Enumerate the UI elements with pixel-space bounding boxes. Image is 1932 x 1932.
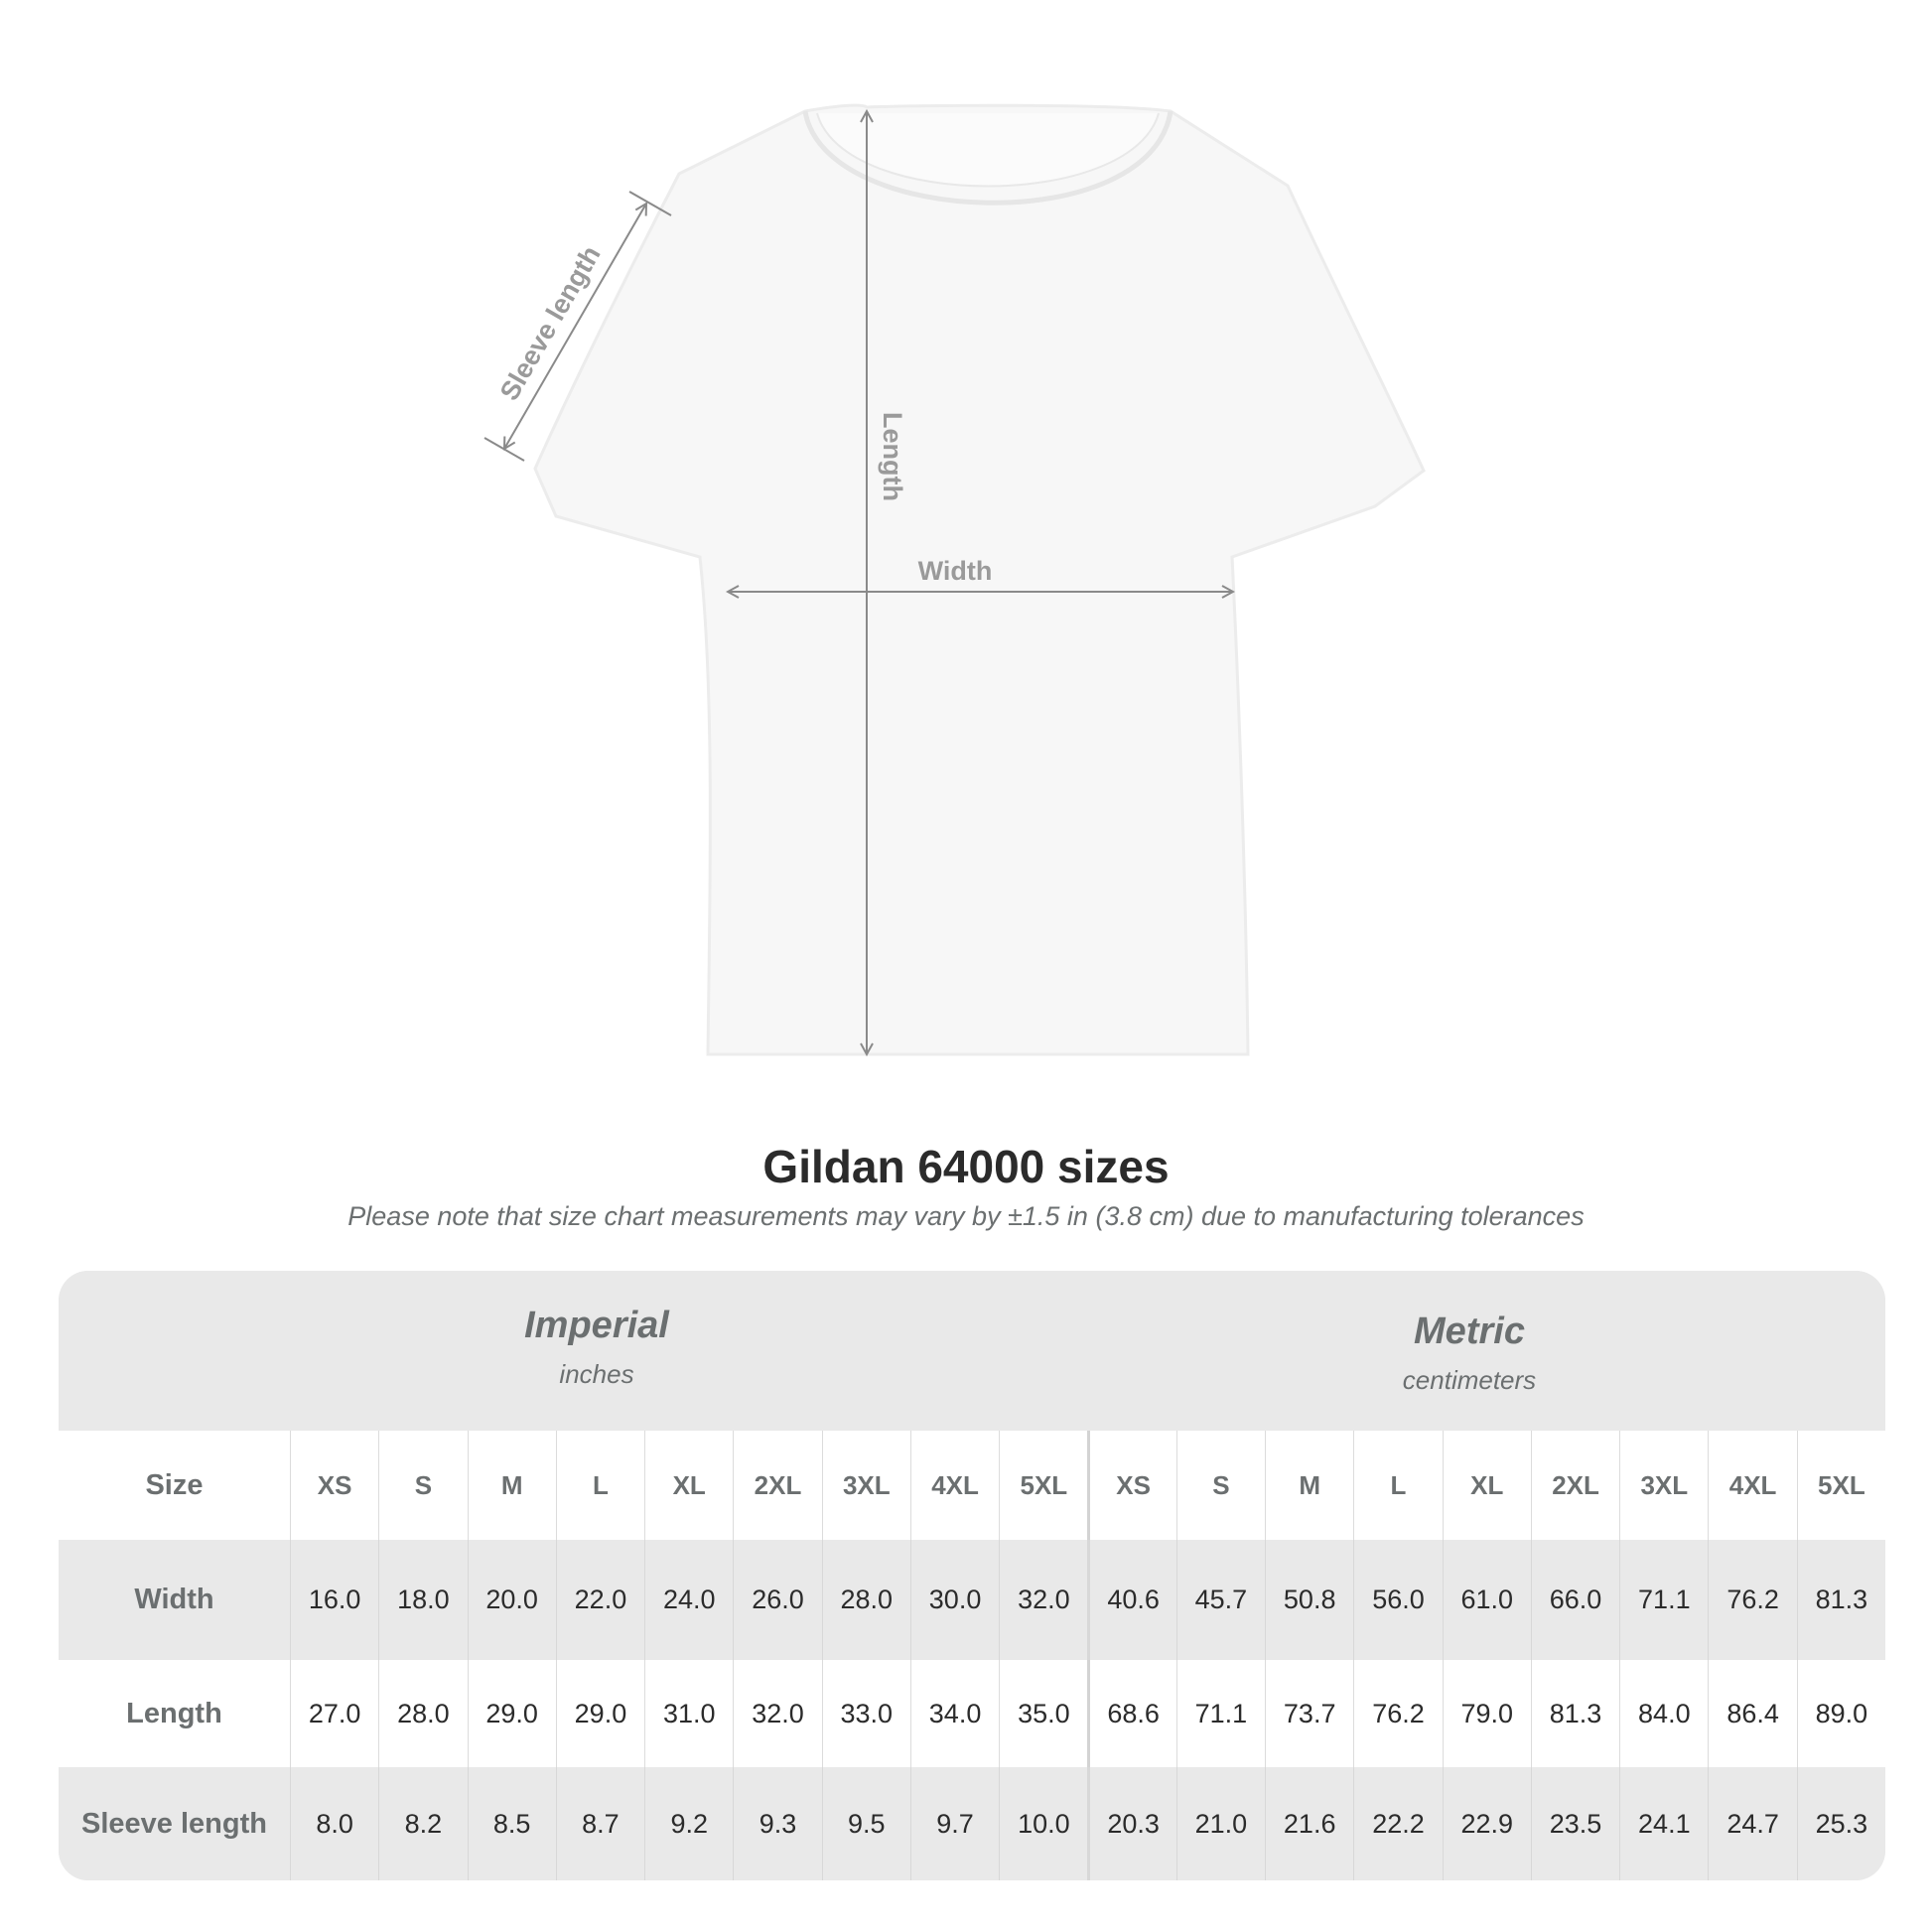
size-header-metric: L: [1353, 1431, 1442, 1540]
value-cell-metric: 79.0: [1442, 1660, 1531, 1767]
value-cell-metric: 20.3: [1087, 1767, 1175, 1880]
value-cell-imperial: 35.0: [999, 1660, 1087, 1767]
value-cell-metric: 23.5: [1530, 1767, 1619, 1880]
size-header-metric: 4XL: [1708, 1431, 1796, 1540]
row-label: Width: [134, 1584, 214, 1615]
size-header-metric: 5XL: [1796, 1431, 1885, 1540]
size-header-imperial: L: [555, 1431, 644, 1540]
size-header-imperial: 5XL: [999, 1431, 1087, 1540]
chart-title: Gildan 64000 sizes: [762, 1141, 1170, 1192]
value-cell-metric: 22.9: [1442, 1767, 1531, 1880]
value-cell-metric: 61.0: [1442, 1540, 1531, 1660]
value-cell-imperial: 32.0: [999, 1540, 1087, 1660]
unit-header: Imperial inches Metric centimeters: [59, 1271, 1885, 1431]
value-cell-metric: 68.6: [1087, 1660, 1175, 1767]
value-cell-metric: 56.0: [1353, 1540, 1442, 1660]
size-header-metric: XS: [1087, 1431, 1175, 1540]
size-table: Imperial inches Metric centimeters Size X…: [59, 1271, 1885, 1880]
value-cell-imperial: 8.0: [289, 1767, 378, 1880]
value-cell-imperial: 30.0: [909, 1540, 999, 1660]
value-cell-imperial: 28.0: [378, 1660, 467, 1767]
value-cell-metric: 84.0: [1619, 1660, 1708, 1767]
size-header-imperial: 4XL: [909, 1431, 999, 1540]
value-cell-imperial: 20.0: [467, 1540, 556, 1660]
size-header-imperial: S: [378, 1431, 467, 1540]
sleeve-arrow: [504, 204, 646, 449]
table-row: Width 16.0 18.0 20.0 22.0 24.0 26.0 28.0 30.0 32.…: [59, 1540, 1885, 1660]
value-cell-imperial: 8.5: [467, 1767, 556, 1880]
size-header-imperial: XL: [644, 1431, 733, 1540]
tolerance-note: Please note that size chart measurements…: [347, 1201, 1585, 1231]
value-cell-metric: 71.1: [1175, 1660, 1265, 1767]
value-cell-metric: 40.6: [1087, 1540, 1175, 1660]
value-cell-imperial: 18.0: [378, 1540, 467, 1660]
size-header-metric: XL: [1442, 1431, 1531, 1540]
length-label: Length: [878, 412, 907, 501]
value-cell-imperial: 9.5: [821, 1767, 910, 1880]
value-cell-imperial: 10.0: [999, 1767, 1087, 1880]
value-cell-metric: 86.4: [1708, 1660, 1796, 1767]
value-cell-metric: 45.7: [1175, 1540, 1265, 1660]
value-cell-metric: 81.3: [1530, 1660, 1619, 1767]
table-row: Sleeve length 8.0 8.2 8.5 8.7 9.2 9.3 9.5 9.7 10.…: [59, 1767, 1885, 1880]
value-cell-imperial: 29.0: [467, 1660, 556, 1767]
value-cell-metric: 66.0: [1530, 1540, 1619, 1660]
size-header-imperial: XS: [289, 1431, 378, 1540]
value-cell-imperial: 28.0: [821, 1540, 910, 1660]
size-header-imperial: 3XL: [821, 1431, 910, 1540]
width-label: Width: [918, 556, 993, 586]
row-label: Size: [145, 1468, 204, 1501]
size-header-metric: M: [1265, 1431, 1353, 1540]
value-cell-metric: 76.2: [1353, 1660, 1442, 1767]
value-cell-metric: 22.2: [1353, 1767, 1442, 1880]
value-cell-metric: 21.6: [1265, 1767, 1353, 1880]
tshirt-shape: [533, 103, 1426, 1056]
size-header-row: Size XS S M L XL 2XL 3XL 4XL 5XL XS S M L XL 2XL 3XL 4XL 5…: [59, 1431, 1885, 1540]
metric-header: Metric centimeters: [1172, 1311, 1767, 1396]
tshirt-diagram: Sleeve length Length Width: [483, 103, 1426, 1092]
value-cell-imperial: 22.0: [555, 1540, 644, 1660]
value-cell-imperial: 9.3: [733, 1767, 821, 1880]
imperial-title: Imperial: [524, 1305, 669, 1346]
value-cell-imperial: 27.0: [289, 1660, 378, 1767]
value-cell-imperial: 8.2: [378, 1767, 467, 1880]
value-cell-metric: 73.7: [1265, 1660, 1353, 1767]
value-cell-metric: 25.3: [1796, 1767, 1885, 1880]
size-header-imperial: 2XL: [733, 1431, 821, 1540]
value-cell-imperial: 16.0: [289, 1540, 378, 1660]
value-cell-imperial: 24.0: [644, 1540, 733, 1660]
value-cell-imperial: 9.2: [644, 1767, 733, 1880]
imperial-header: Imperial inches: [299, 1305, 895, 1390]
table-row: Length 27.0 28.0 29.0 29.0 31.0 32.0 33.0 34.0 35…: [59, 1660, 1885, 1767]
metric-title: Metric: [1414, 1311, 1525, 1352]
value-cell-metric: 81.3: [1796, 1540, 1885, 1660]
metric-unit: centimeters: [1402, 1365, 1537, 1395]
size-header-imperial: M: [467, 1431, 556, 1540]
value-cell-imperial: 9.7: [909, 1767, 999, 1880]
tshirt-collar: [802, 110, 1173, 206]
row-label: Length: [126, 1697, 222, 1729]
value-cell-metric: 24.7: [1708, 1767, 1796, 1880]
imperial-unit: inches: [559, 1359, 634, 1389]
size-header-metric: 2XL: [1530, 1431, 1619, 1540]
value-cell-imperial: 8.7: [555, 1767, 644, 1880]
size-header-metric: 3XL: [1619, 1431, 1708, 1540]
value-cell-imperial: 32.0: [733, 1660, 821, 1767]
value-cell-metric: 89.0: [1796, 1660, 1885, 1767]
value-cell-metric: 24.1: [1619, 1767, 1708, 1880]
value-cell-imperial: 31.0: [644, 1660, 733, 1767]
value-cell-metric: 50.8: [1265, 1540, 1353, 1660]
value-cell-imperial: 33.0: [821, 1660, 910, 1767]
row-label: Sleeve length: [80, 1807, 267, 1840]
value-cell-imperial: 29.0: [555, 1660, 644, 1767]
value-cell-metric: 76.2: [1708, 1540, 1796, 1660]
value-cell-imperial: 34.0: [909, 1660, 999, 1767]
value-cell-metric: 21.0: [1175, 1767, 1265, 1880]
size-header-metric: S: [1175, 1431, 1265, 1540]
value-cell-metric: 71.1: [1619, 1540, 1708, 1660]
value-cell-imperial: 26.0: [733, 1540, 821, 1660]
